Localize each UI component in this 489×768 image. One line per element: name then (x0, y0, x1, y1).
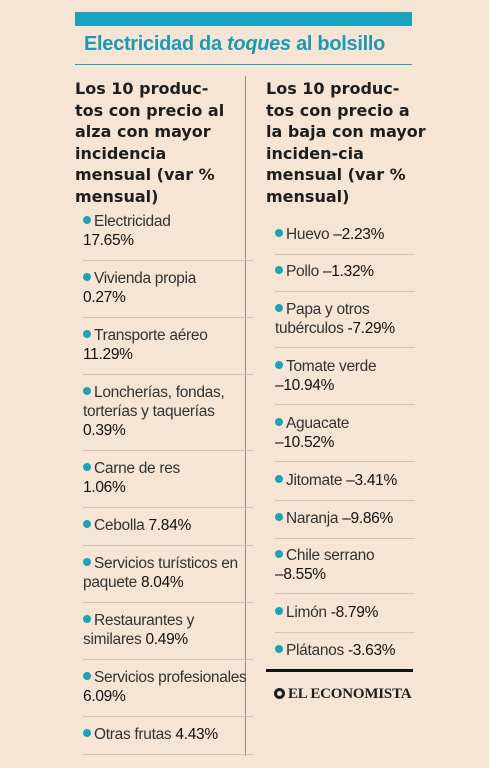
list-item: Naranja –9.86% (275, 509, 415, 539)
right-column-heading: Los 10 produc-tos con precio a la baja c… (266, 79, 426, 206)
bullet-icon (83, 558, 91, 566)
bullet-icon (83, 463, 91, 471)
bullet-icon (275, 229, 283, 237)
bullet-icon (83, 729, 91, 737)
bullet-icon (83, 615, 91, 623)
list-item: Vivienda propia 0.27% (83, 269, 253, 318)
list-item: Otras frutas 4.43% (83, 725, 253, 755)
list-item: Electricidad 17.65% (83, 212, 253, 261)
item-value: –9.86% (342, 510, 393, 527)
list-item: Transporte aéreo 11.29% (83, 326, 253, 375)
headline-emphasis: toques (227, 33, 291, 55)
item-name: Tomate verde (286, 358, 377, 375)
bullet-icon (275, 475, 283, 483)
item-value: –1.32% (322, 263, 374, 280)
headline: Electricidad da toques al bolsillo (84, 33, 385, 56)
item-value: 0.27% (83, 289, 126, 306)
item-name: Plátanos (286, 642, 344, 659)
item-name: Chile serrano (286, 547, 375, 564)
item-value: 1.06% (83, 479, 126, 496)
list-item: Loncherías, fondas, torterías y taquería… (83, 383, 253, 451)
list-item: Carne de res 1.06% (83, 459, 253, 508)
item-name: Vivienda propia (94, 270, 197, 287)
item-value: -7.29% (347, 320, 396, 337)
item-name: Pollo (286, 263, 319, 280)
item-name: Loncherías, fondas, torterías y taquería… (83, 384, 225, 420)
item-value: –2.23% (333, 226, 385, 243)
list-item: Cebolla 7.84% (83, 516, 253, 546)
item-name: Limón (286, 604, 327, 621)
bullet-icon (275, 645, 283, 653)
item-value: -8.79% (330, 604, 379, 621)
bullet-icon (275, 513, 283, 521)
list-item: Jitomate –3.41% (275, 471, 415, 501)
list-item: Chile serrano –8.55% (275, 546, 415, 594)
item-name: Servicios profesionales (94, 669, 247, 686)
item-name: Restaurantes y similares (83, 612, 195, 648)
item-name: Aguacate (286, 415, 350, 432)
item-value: –10.52% (275, 434, 335, 451)
item-value: 8.04% (140, 574, 184, 591)
item-name: Papa y otros tubérculos (275, 301, 370, 337)
item-name: Carne de res (94, 460, 181, 477)
item-value: –3.41% (346, 472, 397, 489)
list-item: Aguacate –10.52% (275, 414, 415, 462)
logo-rule (266, 669, 413, 672)
list-item: Pollo –1.32% (275, 262, 415, 292)
logo-mark-icon (274, 688, 285, 699)
source-logo: EL ECONOMISTA (274, 686, 412, 703)
top-accent-bar (75, 12, 412, 26)
bullet-icon (275, 266, 283, 274)
list-item: Limón -8.79% (275, 603, 415, 633)
bullet-icon (275, 304, 283, 312)
item-value: 6.09% (83, 688, 126, 705)
list-item: Restaurantes y similares 0.49% (83, 611, 253, 660)
list-item: Plátanos -3.63% (275, 641, 415, 665)
left-column-heading: Los 10 produc-tos con precio al alza con… (75, 79, 225, 206)
headline-part-3: al bolsillo (290, 33, 386, 55)
list-item: Papa y otros tubérculos -7.29% (275, 300, 415, 348)
item-value: 11.29% (83, 346, 133, 363)
bullet-icon (83, 273, 91, 281)
bullet-icon (275, 550, 283, 558)
item-value: 0.49% (145, 631, 188, 648)
list-item: Tomate verde –10.94% (275, 357, 415, 405)
item-value: -3.63% (347, 642, 396, 659)
bullet-icon (275, 607, 283, 615)
item-name: Jitomate (286, 472, 343, 489)
item-name: Huevo (286, 226, 330, 243)
bullet-icon (83, 216, 91, 224)
item-name: Electricidad (94, 213, 171, 230)
item-name: Otras frutas (94, 726, 172, 743)
item-value: 7.84% (148, 517, 191, 534)
bullet-icon (83, 520, 91, 528)
item-value: –10.94% (275, 377, 335, 394)
list-item: Servicios turísticos en paquete 8.04% (83, 554, 253, 603)
item-name: Cebolla (94, 517, 145, 534)
item-name: Naranja (286, 510, 339, 527)
item-value: –8.55% (275, 566, 326, 583)
headline-rule (75, 64, 412, 65)
column-divider (245, 76, 246, 756)
item-name: Transporte aéreo (94, 327, 208, 344)
item-value: 17.65% (83, 232, 134, 249)
bullet-icon (83, 330, 91, 338)
item-value: 4.43% (175, 726, 218, 743)
bullet-icon (275, 418, 283, 426)
headline-part-1: Electricidad da (84, 33, 228, 55)
list-item: Huevo –2.23% (275, 225, 415, 255)
bullet-icon (83, 387, 91, 395)
bullet-icon (275, 361, 283, 369)
bullet-icon (83, 672, 91, 680)
logo-text: EL ECONOMISTA (288, 686, 412, 702)
item-name: Servicios turísticos en paquete (83, 555, 238, 591)
item-value: 0.39% (83, 422, 126, 439)
list-item: Servicios profesionales 6.09% (83, 668, 253, 717)
